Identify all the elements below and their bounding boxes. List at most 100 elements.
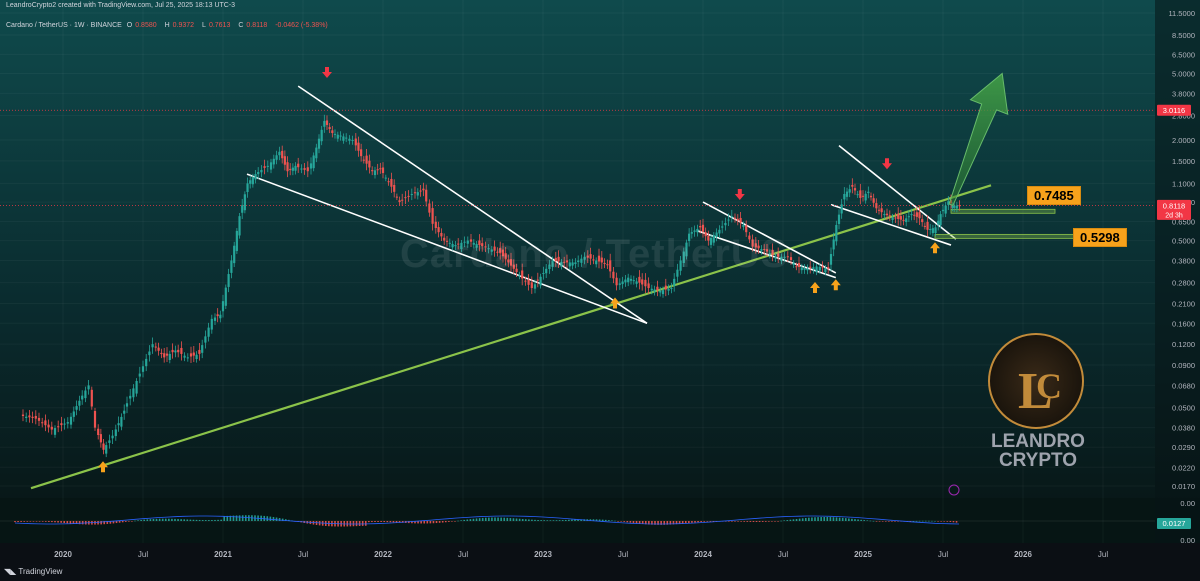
candle-body bbox=[902, 219, 905, 221]
candle-body bbox=[837, 214, 841, 224]
candle bbox=[724, 217, 727, 231]
price-axis-background bbox=[1155, 0, 1200, 543]
candle-body bbox=[624, 279, 627, 283]
macd-bar bbox=[444, 521, 447, 523]
level-label-lower[interactable]: 0.5298 bbox=[1073, 228, 1127, 247]
candle bbox=[345, 133, 348, 143]
candle-body bbox=[589, 254, 592, 259]
candle bbox=[653, 285, 656, 296]
candle-body bbox=[644, 279, 647, 287]
candle bbox=[306, 161, 309, 178]
candle bbox=[780, 253, 783, 265]
candle-body bbox=[693, 230, 696, 232]
candle bbox=[398, 196, 401, 206]
macd-bar bbox=[543, 520, 546, 521]
candle-body bbox=[670, 288, 673, 290]
candle bbox=[709, 234, 713, 249]
macd-bar bbox=[866, 520, 869, 522]
candle-body bbox=[958, 205, 961, 207]
candle-body bbox=[289, 168, 292, 170]
candle-body bbox=[891, 217, 894, 221]
macd-bar bbox=[823, 517, 826, 521]
candle-body bbox=[629, 278, 633, 281]
candle-body bbox=[661, 290, 665, 295]
candle bbox=[693, 225, 696, 237]
macd-tick-label: 0.00 bbox=[1180, 499, 1195, 508]
time-tick-label: Jul bbox=[138, 550, 148, 559]
macd-bar bbox=[371, 521, 373, 523]
macd-bar bbox=[149, 519, 152, 521]
macd-bar bbox=[592, 519, 595, 521]
level-label-upper[interactable]: 0.7485 bbox=[1027, 186, 1081, 205]
candle bbox=[777, 247, 780, 263]
macd-bar bbox=[17, 521, 19, 523]
candle bbox=[583, 252, 586, 265]
candle-body bbox=[533, 284, 537, 289]
candle bbox=[443, 233, 446, 245]
macd-bar bbox=[891, 521, 893, 522]
candle-body bbox=[913, 214, 916, 216]
red-down-arrow-icon bbox=[322, 67, 332, 79]
macd-bar bbox=[420, 521, 422, 524]
candle bbox=[754, 237, 757, 254]
candle-body bbox=[496, 251, 499, 253]
macd-bar bbox=[441, 521, 444, 523]
candle bbox=[806, 264, 809, 275]
candle-body bbox=[926, 221, 929, 230]
macd-bar bbox=[832, 517, 835, 521]
macd-bar bbox=[97, 521, 99, 525]
candle bbox=[656, 280, 659, 297]
candle-body bbox=[736, 218, 739, 221]
candle-body bbox=[306, 167, 309, 172]
candle bbox=[704, 227, 707, 241]
candle-body bbox=[72, 411, 75, 417]
macd-bar bbox=[63, 521, 66, 524]
candle-body bbox=[254, 174, 257, 180]
candle-body bbox=[597, 255, 601, 262]
candle-body bbox=[416, 192, 419, 196]
candle bbox=[659, 286, 662, 297]
macd-bar bbox=[746, 521, 749, 522]
macd-bar bbox=[361, 521, 364, 526]
macd-bar bbox=[140, 519, 142, 521]
candle bbox=[877, 205, 881, 215]
macd-bar bbox=[737, 521, 739, 522]
price-marker-badge bbox=[1157, 199, 1191, 220]
candle-body bbox=[44, 420, 47, 426]
candle bbox=[365, 148, 368, 171]
candle-body bbox=[800, 267, 803, 271]
macd-bar bbox=[555, 520, 558, 521]
candle-body bbox=[727, 219, 730, 221]
candle bbox=[560, 258, 563, 270]
macd-bar bbox=[448, 521, 450, 522]
candle bbox=[641, 273, 644, 291]
candle bbox=[883, 210, 886, 219]
candle bbox=[21, 409, 25, 422]
candle-body bbox=[457, 243, 460, 245]
candle bbox=[207, 322, 210, 342]
candle bbox=[647, 277, 650, 295]
candle bbox=[138, 366, 141, 384]
macd-bar bbox=[783, 520, 786, 521]
candle-body bbox=[905, 218, 908, 223]
price-tick-label: 0.1600 bbox=[1172, 319, 1195, 328]
candle-body bbox=[872, 198, 875, 203]
candle-body bbox=[615, 277, 618, 286]
candle-body bbox=[351, 139, 354, 141]
candle-body bbox=[174, 350, 177, 353]
candle-body bbox=[929, 228, 932, 230]
svg-text:L: L bbox=[1018, 363, 1053, 420]
macd-bar bbox=[644, 521, 647, 525]
candle-body bbox=[47, 424, 50, 428]
candle bbox=[135, 378, 138, 397]
candle bbox=[937, 214, 940, 231]
ohlc-high: H 0.9372 bbox=[164, 22, 195, 29]
macd-bar bbox=[946, 521, 949, 522]
candle-body bbox=[560, 261, 563, 267]
candle-body bbox=[712, 235, 715, 243]
macd-bar bbox=[617, 521, 619, 522]
macd-bar bbox=[432, 521, 435, 524]
candle bbox=[381, 162, 385, 179]
